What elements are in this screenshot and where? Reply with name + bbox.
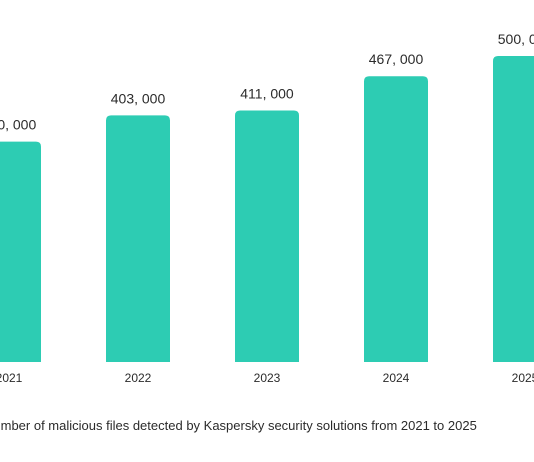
bar-2024 [364, 76, 428, 363]
bars-layer [0, 56, 534, 363]
tick-label-2025: 2025 [512, 371, 534, 385]
value-label-2023: 411, 000 [240, 85, 294, 101]
bar-2021 [0, 141, 41, 362]
value-label-2025: 500, 000 [498, 31, 534, 47]
tick-label-2023: 2023 [254, 371, 281, 385]
bar-2025 [493, 56, 534, 362]
tick-label-2022: 2022 [125, 371, 152, 385]
value-label-2024: 467, 000 [369, 51, 424, 67]
tick-label-2021: 2021 [0, 371, 23, 385]
value-label-2021: 360, 000 [0, 117, 36, 133]
chart-caption: Number of malicious files detected by Ka… [0, 418, 477, 433]
tick-labels-layer: 2021 2022 2023 2024 2025 [0, 371, 534, 385]
bar-2023 [235, 110, 299, 362]
value-labels-layer: 360, 000 403, 000 411, 000 467, 000 500, 000 [0, 31, 534, 133]
tick-label-2024: 2024 [383, 371, 410, 385]
bar-2022 [106, 115, 170, 362]
value-label-2022: 403, 000 [111, 90, 166, 106]
